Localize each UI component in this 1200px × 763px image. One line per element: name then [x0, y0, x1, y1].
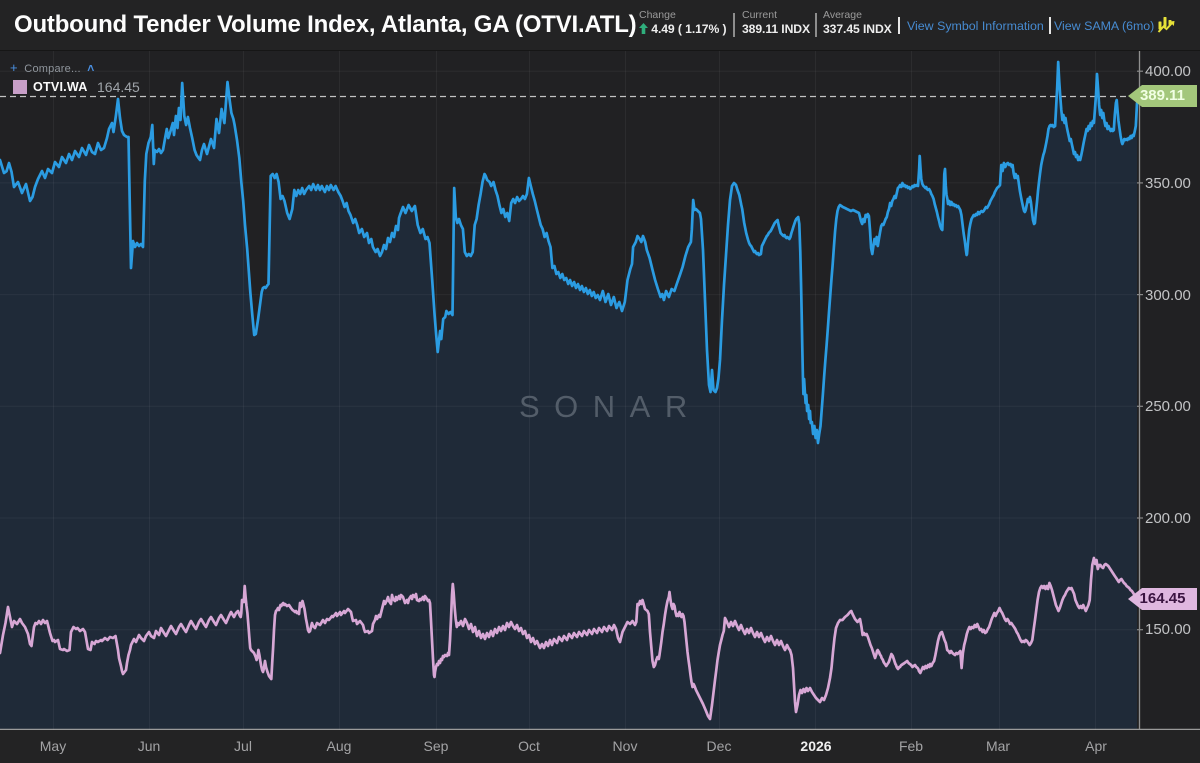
- svg-text:SONAR: SONAR: [519, 389, 702, 424]
